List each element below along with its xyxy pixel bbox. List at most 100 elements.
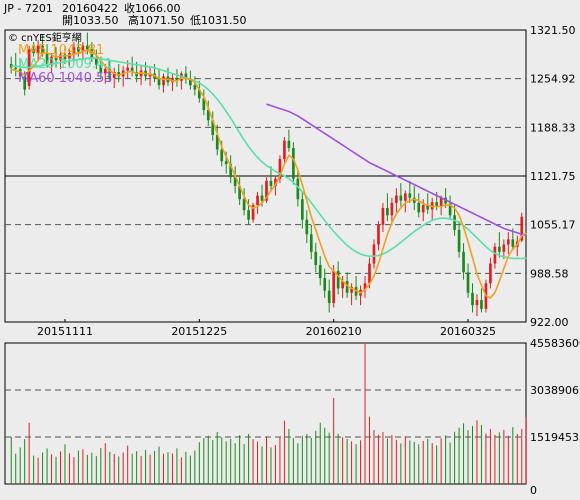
candle-body (448, 203, 452, 216)
close-label: 收1066.00 (124, 2, 181, 15)
volume-tick-label: 30389067 (530, 384, 580, 397)
candle-body (193, 85, 197, 90)
candle-body (314, 251, 318, 265)
candle-body (399, 195, 403, 201)
candle-body (23, 76, 27, 90)
x-tick-label: 20151111 (37, 325, 93, 338)
candle-body (439, 197, 443, 207)
candle-body (421, 205, 425, 213)
candle-body (520, 216, 524, 241)
candle-body (493, 246, 497, 264)
high-label: 高1071.50 (128, 14, 185, 27)
candle-body (408, 193, 412, 198)
candle-body (471, 292, 474, 306)
candle-body (59, 54, 62, 61)
candle-body (238, 186, 241, 200)
candle-body (475, 300, 479, 306)
price-tick-label: 1055.17 (530, 219, 576, 232)
candle-body (274, 178, 277, 187)
ma60-line (266, 103, 527, 237)
volume-tick-label: 15194533 (530, 431, 580, 444)
candle-body (77, 47, 80, 52)
price-tick-label: 1321.50 (530, 24, 576, 37)
price-tick-label: 922.00 (530, 316, 569, 329)
candle-body (211, 120, 215, 135)
candle-body (265, 180, 268, 201)
candle-body (32, 49, 35, 54)
candle-body (336, 270, 340, 289)
candle-body (480, 300, 483, 309)
candle-body (368, 263, 371, 284)
candle-body (251, 205, 255, 220)
price-tick-label: 1254.92 (530, 73, 576, 86)
candle-body (54, 56, 58, 61)
ma20-line (11, 57, 527, 260)
low-label: 低1031.50 (190, 14, 247, 27)
candle-body (318, 264, 322, 279)
candle-body (247, 210, 250, 220)
legend-entry: MA20 1009.41 (18, 57, 113, 72)
candle-body (103, 69, 107, 74)
candle-body (426, 205, 430, 210)
x-tick-label: 20151225 (171, 325, 227, 338)
candle-body (189, 78, 192, 86)
candle-body (224, 161, 228, 165)
candle-body (184, 73, 188, 79)
candle-body (296, 178, 300, 200)
candle-body (94, 57, 98, 65)
candle-body (278, 159, 282, 179)
candle-body (256, 195, 259, 206)
candle-body (287, 140, 291, 149)
legend-entry: MA60 1040.53 (18, 71, 113, 86)
candle-body (72, 47, 76, 54)
candle-body (327, 290, 331, 303)
open-label: 開1033.50 (62, 14, 119, 27)
candle-body (395, 195, 398, 203)
candle-body (466, 272, 470, 293)
candle-body (41, 45, 44, 54)
price-tick-label: 1188.33 (530, 121, 576, 134)
candle-body (260, 195, 264, 201)
candle-body (229, 164, 233, 178)
candle-body (435, 202, 439, 207)
candle-body (453, 215, 456, 230)
watermark-text: © cnYES鉅亨網 (8, 31, 82, 44)
candle-body (309, 234, 313, 252)
candle-body (403, 193, 407, 201)
candle-body (197, 89, 201, 99)
candle-body (457, 229, 461, 252)
candle-body (206, 110, 210, 121)
candle-body (90, 49, 94, 58)
candle-body (86, 45, 89, 50)
candle-body (462, 251, 465, 273)
volume-tick-label: 45583600 (530, 337, 580, 350)
price-tick-label: 1121.75 (530, 170, 576, 183)
candle-body (502, 244, 506, 252)
candle-body (162, 76, 165, 86)
candle-body (108, 69, 112, 78)
candle-body (511, 239, 515, 247)
candle-body (386, 207, 389, 216)
candle-body (215, 134, 219, 150)
candle-body (112, 72, 116, 78)
price-tick-label: 988.58 (530, 267, 569, 280)
candle-body (363, 283, 367, 290)
candle-body (381, 207, 385, 225)
candle-body (14, 67, 18, 70)
candle-body (323, 278, 327, 291)
candle-body (130, 67, 134, 73)
candle-body (45, 53, 49, 64)
candle-body (99, 64, 103, 74)
candle-body (377, 224, 380, 245)
candle-body (350, 286, 353, 293)
legend-entry: MA5 1043.81 (18, 43, 104, 58)
candle-body (412, 197, 416, 203)
candle-body (175, 77, 179, 81)
candle-body (341, 281, 344, 289)
candle-body (50, 56, 53, 64)
symbol-label: JP - 7201 (4, 2, 53, 15)
candle-body (489, 263, 492, 284)
candle-body (300, 199, 304, 220)
candle-body (345, 281, 349, 293)
